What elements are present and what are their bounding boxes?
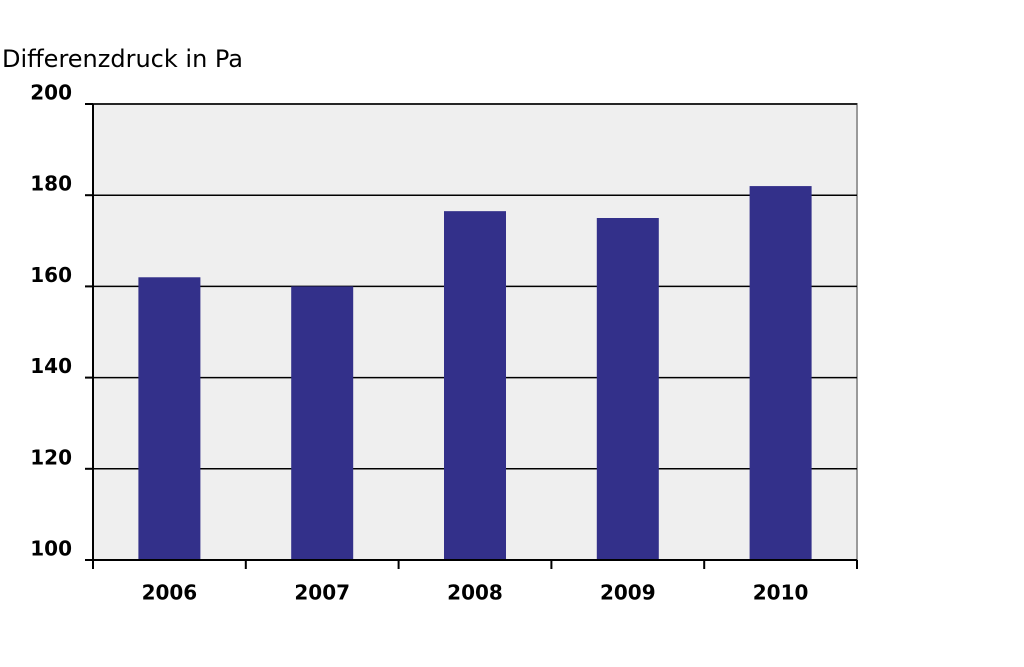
x-tick-label: 2010 <box>753 581 809 605</box>
bar <box>444 211 506 560</box>
x-tick-label: 2009 <box>600 581 656 605</box>
y-tick-label: 180 <box>30 172 72 196</box>
chart-title: Differenzdruck in Pa <box>2 45 243 73</box>
y-tick-label: 160 <box>30 263 72 287</box>
x-tick-label: 2007 <box>294 581 350 605</box>
x-tick-label: 2006 <box>142 581 198 605</box>
bar <box>138 277 201 560</box>
y-tick-label: 120 <box>30 445 72 469</box>
bar <box>596 218 659 560</box>
x-tick-label: 2008 <box>447 581 503 605</box>
bar <box>749 186 812 560</box>
y-tick-label: 140 <box>30 354 72 378</box>
bar <box>291 286 354 560</box>
y-tick-label: 200 <box>30 81 72 105</box>
y-tick-label: 100 <box>30 537 72 561</box>
